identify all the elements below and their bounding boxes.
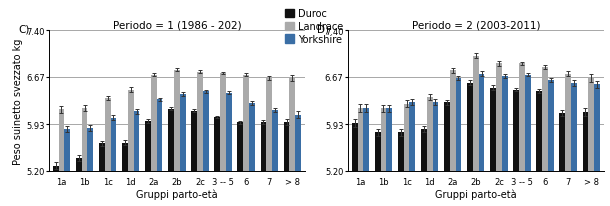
Bar bbox=[289, 79, 295, 171]
Bar bbox=[249, 103, 255, 171]
Bar bbox=[352, 123, 357, 171]
Bar bbox=[421, 130, 427, 171]
Bar bbox=[375, 133, 381, 171]
Bar bbox=[220, 74, 226, 171]
Bar bbox=[583, 112, 588, 171]
Bar bbox=[381, 109, 386, 171]
Title: Periodo = 1 (1986 - 202): Periodo = 1 (1986 - 202) bbox=[113, 20, 241, 30]
Bar bbox=[496, 64, 502, 171]
Bar bbox=[364, 109, 369, 171]
Bar bbox=[409, 102, 415, 171]
Text: D): D) bbox=[317, 24, 329, 34]
Bar bbox=[479, 74, 484, 171]
Bar bbox=[76, 158, 82, 171]
Bar bbox=[565, 74, 571, 171]
Bar bbox=[243, 75, 249, 171]
Bar bbox=[450, 71, 456, 171]
Bar bbox=[398, 133, 404, 171]
Bar bbox=[197, 72, 203, 171]
Bar bbox=[151, 75, 157, 171]
Bar bbox=[295, 115, 301, 171]
Bar bbox=[542, 68, 548, 171]
Bar bbox=[444, 103, 450, 171]
Bar bbox=[559, 114, 565, 171]
Bar bbox=[519, 64, 525, 171]
Bar bbox=[82, 109, 87, 171]
Bar bbox=[386, 109, 392, 171]
X-axis label: Gruppi parto-età: Gruppi parto-età bbox=[136, 189, 218, 199]
Bar bbox=[536, 91, 542, 171]
Bar bbox=[134, 112, 140, 171]
Bar bbox=[432, 102, 439, 171]
Bar bbox=[513, 90, 519, 171]
Bar bbox=[105, 98, 110, 171]
Bar bbox=[59, 110, 65, 171]
Text: C): C) bbox=[18, 24, 29, 34]
Bar bbox=[456, 79, 461, 171]
Bar bbox=[272, 110, 278, 171]
Bar bbox=[226, 93, 232, 171]
Bar bbox=[180, 95, 185, 171]
Bar bbox=[467, 83, 473, 171]
Bar bbox=[284, 123, 289, 171]
Bar bbox=[203, 92, 209, 171]
Bar bbox=[427, 98, 432, 171]
Bar bbox=[594, 85, 600, 171]
Bar bbox=[404, 104, 409, 171]
Bar bbox=[99, 144, 105, 171]
Bar bbox=[122, 143, 128, 171]
Bar bbox=[260, 123, 267, 171]
Bar bbox=[192, 111, 197, 171]
Bar bbox=[490, 88, 496, 171]
Bar bbox=[110, 118, 117, 171]
Bar bbox=[87, 128, 93, 171]
Legend: Duroc, Landrace, Yorkshire: Duroc, Landrace, Yorkshire bbox=[285, 9, 343, 45]
Bar bbox=[128, 90, 134, 171]
Bar bbox=[237, 123, 243, 171]
Bar bbox=[168, 109, 174, 171]
Bar bbox=[473, 56, 479, 171]
Bar bbox=[357, 109, 364, 171]
Y-axis label: Peso suinetto svezzato kg: Peso suinetto svezzato kg bbox=[13, 38, 23, 164]
Bar bbox=[548, 81, 554, 171]
Bar bbox=[588, 79, 594, 171]
Bar bbox=[525, 75, 531, 171]
X-axis label: Gruppi parto-età: Gruppi parto-età bbox=[435, 189, 517, 199]
Bar bbox=[502, 77, 508, 171]
Bar bbox=[267, 79, 272, 171]
Bar bbox=[53, 166, 59, 171]
Title: Periodo = 2 (2003-2011): Periodo = 2 (2003-2011) bbox=[412, 20, 540, 30]
Bar bbox=[571, 84, 577, 171]
Bar bbox=[65, 130, 70, 171]
Bar bbox=[157, 100, 162, 171]
Bar bbox=[214, 117, 220, 171]
Bar bbox=[174, 70, 180, 171]
Bar bbox=[145, 121, 151, 171]
